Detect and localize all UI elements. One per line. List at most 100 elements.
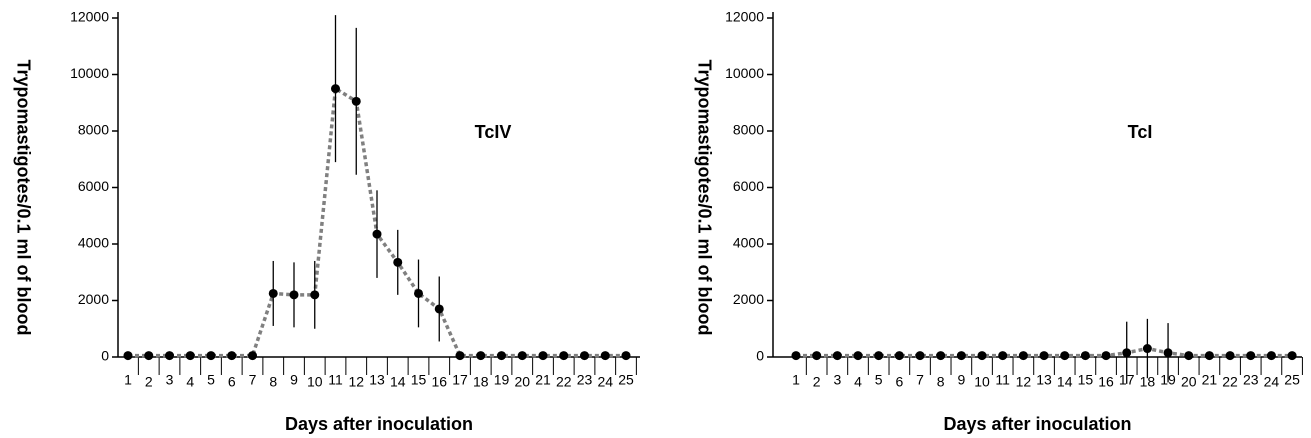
x-tick-label: 22	[556, 374, 572, 390]
y-axis-label: Trypomastigotes/0.1 ml of blood	[13, 59, 33, 335]
data-point	[289, 290, 299, 300]
data-point	[434, 304, 444, 314]
data-point	[1142, 344, 1152, 354]
x-tick-label: 13	[369, 372, 385, 388]
x-tick-label: 6	[895, 374, 903, 390]
y-tick-label: 8000	[78, 122, 109, 138]
y-tick-label: 6000	[78, 178, 109, 194]
y-tick-label: 0	[756, 348, 764, 364]
x-tick-label: 16	[431, 374, 447, 390]
data-point	[268, 288, 278, 298]
x-tick-label: 12	[1016, 374, 1032, 390]
data-point	[894, 351, 904, 361]
annotation: TcI	[1128, 122, 1153, 142]
data-point	[915, 351, 925, 361]
data-point	[956, 351, 966, 361]
data-point	[998, 351, 1008, 361]
data-point	[977, 351, 987, 361]
x-axis-label: Days after inoculation	[285, 414, 473, 434]
data-point	[372, 229, 382, 239]
x-tick-label: 21	[1202, 372, 1218, 388]
x-tick-label: 6	[228, 374, 236, 390]
data-point	[1246, 351, 1256, 361]
data-point	[559, 351, 569, 361]
y-tick-label: 2000	[78, 291, 109, 307]
x-tick-label: 13	[1036, 372, 1052, 388]
x-tick-label: 14	[1057, 374, 1073, 390]
data-point	[600, 351, 610, 361]
data-point	[853, 351, 863, 361]
x-tick-label: 23	[577, 372, 593, 388]
data-point	[621, 351, 631, 361]
data-point	[331, 84, 340, 94]
y-tick-label: 0	[101, 348, 109, 364]
x-tick-label: 9	[957, 372, 965, 388]
data-point	[185, 351, 195, 361]
data-point	[1122, 348, 1132, 358]
x-tick-label: 18	[1140, 374, 1156, 390]
data-point	[791, 351, 801, 361]
y-tick-label: 12000	[70, 9, 109, 25]
x-tick-label: 5	[875, 372, 883, 388]
x-tick-label: 24	[1264, 374, 1280, 390]
y-tick-label: 10000	[70, 65, 109, 81]
y-tick-label: 4000	[733, 235, 764, 251]
x-tick-label: 7	[916, 372, 924, 388]
annotation: TcIV	[475, 122, 512, 142]
data-point	[538, 351, 548, 361]
x-tick-label: 24	[597, 374, 613, 390]
x-tick-label: 9	[290, 372, 298, 388]
x-tick-label: 3	[833, 372, 841, 388]
data-point	[476, 351, 486, 361]
data-point	[517, 351, 527, 361]
x-tick-label: 8	[269, 374, 277, 390]
x-tick-label: 18	[473, 374, 489, 390]
data-point	[497, 351, 506, 361]
data-point	[1039, 351, 1049, 361]
x-tick-label: 10	[307, 374, 323, 390]
x-tick-label: 14	[390, 374, 406, 390]
x-tick-label: 22	[1222, 374, 1238, 390]
data-point	[310, 290, 320, 300]
data-point	[1225, 351, 1235, 361]
data-point	[580, 351, 589, 361]
y-tick-label: 2000	[733, 291, 764, 307]
data-point	[1266, 351, 1276, 361]
x-tick-label: 16	[1098, 374, 1114, 390]
x-tick-label: 4	[854, 374, 862, 390]
data-point	[812, 351, 822, 361]
data-point	[1184, 351, 1194, 361]
data-point	[351, 96, 361, 106]
x-tick-label: 25	[1284, 372, 1300, 388]
x-tick-label: 1	[124, 372, 132, 388]
x-axis-label: Days after inoculation	[943, 414, 1131, 434]
data-point	[206, 351, 216, 361]
data-point	[1163, 348, 1173, 358]
data-point	[874, 351, 884, 361]
x-tick-label: 15	[411, 372, 427, 388]
data-point	[414, 288, 423, 298]
data-point	[227, 351, 237, 361]
x-tick-label: 1	[792, 372, 800, 388]
data-point	[1204, 351, 1214, 361]
x-tick-label: 8	[937, 374, 945, 390]
data-point	[936, 351, 946, 361]
x-tick-label: 21	[535, 372, 551, 388]
x-tick-label: 4	[186, 374, 194, 390]
x-tick-label: 15	[1078, 372, 1094, 388]
x-tick-label: 11	[995, 372, 1010, 388]
data-point	[455, 351, 465, 361]
y-tick-label: 12000	[725, 9, 764, 25]
x-tick-label: 5	[207, 372, 215, 388]
x-tick-label: 23	[1243, 372, 1259, 388]
x-tick-label: 17	[452, 372, 468, 388]
x-tick-label: 7	[249, 372, 257, 388]
x-tick-label: 3	[166, 372, 174, 388]
data-point	[1060, 351, 1070, 361]
data-point	[165, 351, 174, 361]
data-point	[144, 351, 154, 361]
data-point	[393, 257, 403, 267]
y-tick-label: 8000	[733, 122, 764, 138]
y-tick-label: 10000	[725, 65, 764, 81]
